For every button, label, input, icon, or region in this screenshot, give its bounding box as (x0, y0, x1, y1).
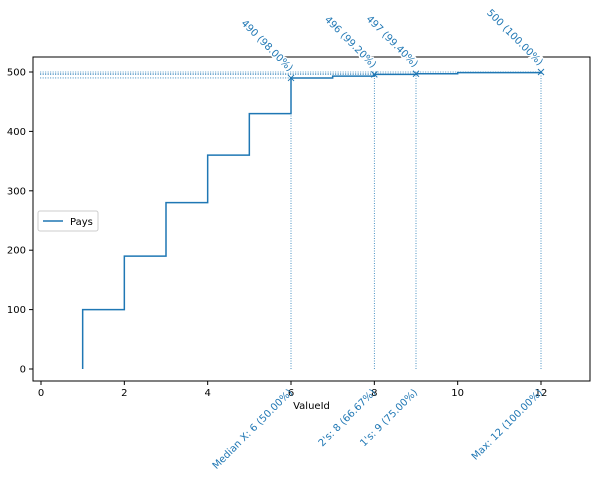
legend (37, 210, 99, 232)
series-line (81, 71, 542, 369)
x-tick-label: 0 (38, 388, 44, 399)
x-axis-label: ValueId (293, 401, 330, 412)
x-tick-label: 2 (121, 388, 127, 399)
x-tick-label: 6 (288, 388, 294, 399)
y-tick-label: 500 (7, 68, 26, 79)
y-tick-label: 100 (7, 305, 26, 316)
x-marker (370, 71, 378, 78)
top-annotation: 490 (98.00%) (239, 18, 295, 74)
y-tick-label: 200 (7, 246, 26, 257)
x-tick-label: 10 (451, 388, 464, 399)
plot-frame (32, 56, 591, 382)
x-tick-label: 4 (204, 388, 210, 399)
y-tick-label: 300 (7, 186, 26, 197)
y-tick-label: 0 (20, 365, 26, 376)
legend-label: Pays (70, 217, 93, 228)
x-marker (412, 70, 420, 78)
x-marker (287, 74, 295, 82)
x-tick-label: 8 (371, 388, 377, 399)
bottom-annotation: Max: 12 (100.00%) (470, 387, 545, 462)
top-annotation: 500 (100.00%) (484, 8, 545, 69)
x-tick-label: 12 (535, 388, 548, 399)
y-tick-label: 400 (7, 127, 26, 138)
bottom-annotation: Median X: 6 (50.00%) (211, 387, 296, 472)
x-marker (537, 68, 545, 76)
